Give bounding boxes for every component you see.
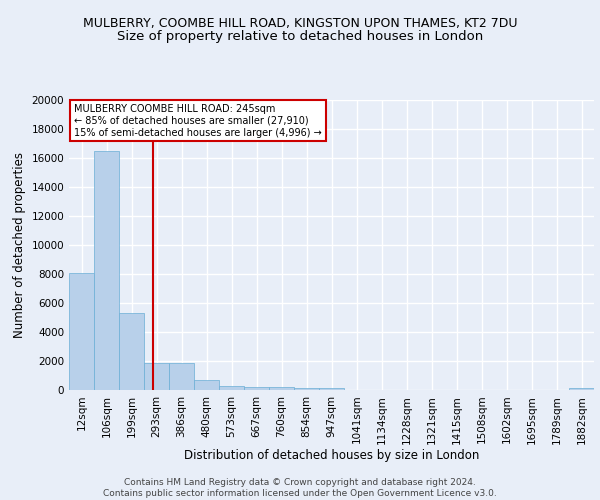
Text: MULBERRY COOMBE HILL ROAD: 245sqm
← 85% of detached houses are smaller (27,910)
: MULBERRY COOMBE HILL ROAD: 245sqm ← 85% …: [74, 104, 322, 138]
X-axis label: Distribution of detached houses by size in London: Distribution of detached houses by size …: [184, 449, 479, 462]
Bar: [144, 363, 169, 390]
Bar: [294, 388, 319, 390]
Bar: [194, 380, 219, 390]
Bar: [94, 151, 119, 390]
Bar: [69, 272, 94, 390]
Bar: [569, 388, 594, 390]
Text: MULBERRY, COOMBE HILL ROAD, KINGSTON UPON THAMES, KT2 7DU: MULBERRY, COOMBE HILL ROAD, KINGSTON UPO…: [83, 18, 517, 30]
Text: Contains HM Land Registry data © Crown copyright and database right 2024.
Contai: Contains HM Land Registry data © Crown c…: [103, 478, 497, 498]
Bar: [319, 388, 344, 390]
Bar: [244, 387, 269, 390]
Bar: [219, 386, 244, 390]
Bar: [119, 313, 144, 390]
Bar: [169, 363, 194, 390]
Y-axis label: Number of detached properties: Number of detached properties: [13, 152, 26, 338]
Text: Size of property relative to detached houses in London: Size of property relative to detached ho…: [117, 30, 483, 43]
Bar: [269, 387, 294, 390]
